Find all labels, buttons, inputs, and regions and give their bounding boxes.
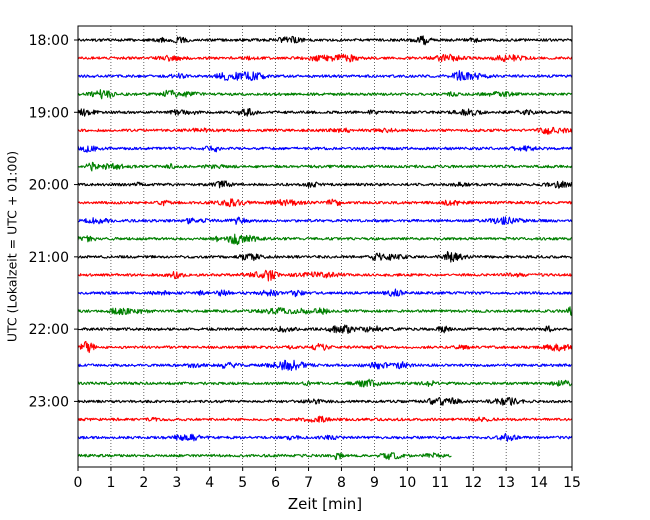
x-tick-label: 5 [238,475,247,491]
seismogram-trace [77,70,573,82]
x-tick-label: 6 [271,475,280,491]
seismogram-trace [77,250,573,263]
y-tick-label: 21:00 [29,250,69,266]
seismogram-trace [77,415,572,423]
seismogram-trace [77,145,573,153]
axis-ticks: 0 1 2 3 4 5 6 7 8 9 10 11 12 13 14 1518:0019:0020:0021:… [29,33,581,491]
x-tick-label: 8 [337,475,346,491]
seismogram-trace [77,53,573,63]
x-tick-label: 10 [398,475,416,491]
seismogram-trace [77,340,573,354]
y-axis-label: UTC (Lokalzeit = UTC + 01:00) [5,151,20,342]
x-tick-label: 11 [431,475,449,491]
y-tick-label: 18:00 [29,33,69,49]
seismogram-trace [77,126,573,135]
x-tick-label: 3 [172,475,181,491]
x-tick-label: 9 [370,475,379,491]
seismogram-trace [77,35,573,46]
y-tick-label: 19:00 [29,105,69,121]
seismogram-trace [77,216,573,226]
seismogram-trace [77,269,573,282]
seismogram-trace [77,89,573,100]
seismogram-trace [77,161,573,172]
seismogram-trace [77,198,573,208]
x-tick-label: 13 [497,475,515,491]
seismogram-trace [77,306,573,316]
y-tick-label: 22:00 [29,322,69,338]
seismogram-trace [77,108,573,117]
x-tick-label: 4 [205,475,214,491]
seismogram-trace [77,180,573,189]
plot-frame [77,25,573,468]
seismogram-trace [77,432,573,442]
y-tick-label: 23:00 [29,394,69,410]
seismogram-trace [77,359,573,372]
x-axis-label: Zeit [min] [288,495,362,513]
seismogram-trace [77,378,573,388]
x-tick-label: 1 [106,475,115,491]
seismogram-trace [77,452,452,461]
x-tick-label: 2 [139,475,148,491]
seismogram-trace [77,396,573,406]
seismogram-trace [77,324,573,334]
y-tick-label: 20:00 [29,178,69,194]
x-tick-label: 0 [74,475,83,491]
x-tick-label: 7 [304,475,313,491]
trace-lines [77,35,573,461]
seismogram-trace [77,233,573,246]
seismogram-trace [77,288,573,298]
x-tick-label: 15 [563,475,581,491]
x-tick-label: 14 [530,475,548,491]
x-tick-label: 12 [464,475,482,491]
